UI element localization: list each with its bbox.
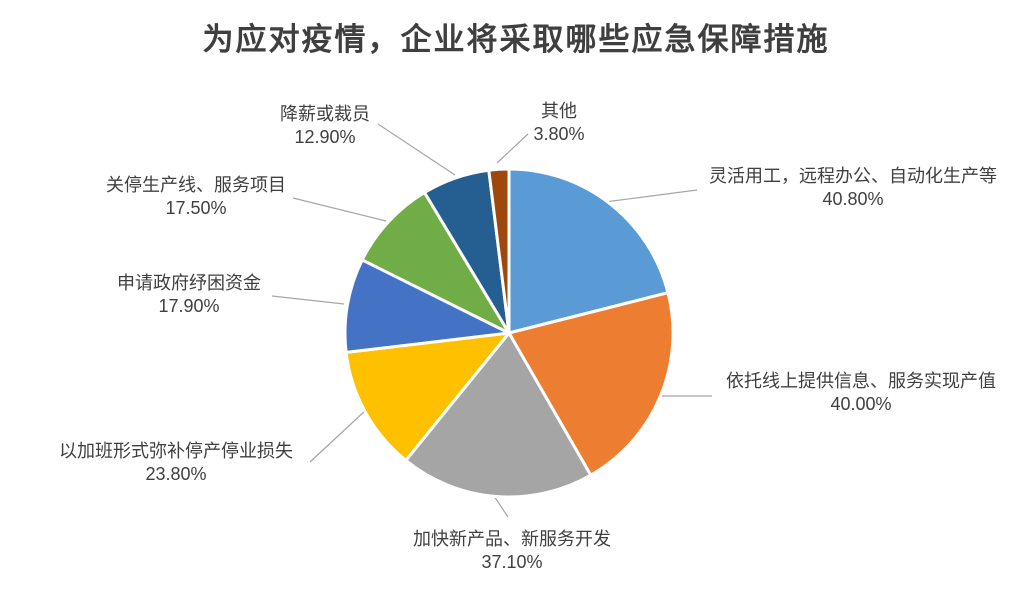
- leader-line-shutdown: [292, 197, 387, 222]
- slice-label-paycut-layoffs: 降薪或裁员 12.90%: [280, 103, 370, 149]
- slice-label-percent: 3.80%: [533, 124, 585, 144]
- chart-title: 为应对疫情，企业将采取哪些应急保障措施: [202, 22, 830, 57]
- slice-label-percent: 40.80%: [822, 189, 884, 209]
- slice-label-overtime: 以加班形式弥补停产停业损失 23.80%: [59, 440, 293, 486]
- leader-line-gov-funds: [271, 295, 345, 305]
- slice-label-text: 其他: [540, 101, 577, 121]
- slice-label-online-services: 依托线上提供信息、服务实现产值 40.00%: [726, 370, 996, 416]
- pie-slice-5: [360, 191, 511, 335]
- slice-label-new-products: 加快新产品、新服务开发 37.10%: [413, 528, 611, 574]
- slice-label-percent: 17.90%: [158, 296, 220, 316]
- slice-label-text: 灵活用工，远程办公、自动化生产等: [709, 166, 997, 186]
- slice-label-percent: 17.50%: [165, 198, 227, 218]
- slice-label-text: 以加班形式弥补停产停业损失: [59, 441, 293, 461]
- slice-label-text: 关停生产线、服务项目: [106, 175, 286, 195]
- pie-slice-1: [507, 291, 675, 477]
- leader-line-paycut-layoffs: [377, 123, 456, 176]
- leader-line-other: [496, 133, 529, 164]
- slice-label-percent: 37.10%: [481, 552, 543, 572]
- slice-label-flexible-work: 灵活用工，远程办公、自动化生产等 40.80%: [709, 165, 997, 211]
- slice-label-percent: 40.00%: [830, 394, 892, 414]
- pie-slice-2: [404, 331, 593, 499]
- pie-slice-0: [507, 167, 670, 335]
- slice-label-text: 加快新产品、新服务开发: [413, 529, 611, 549]
- leader-line-flexible-work: [604, 189, 698, 203]
- pie-slice-3: [344, 331, 511, 462]
- slice-label-percent: 23.80%: [145, 464, 207, 484]
- slice-label-text: 申请政府纾困资金: [117, 273, 261, 293]
- pie: [343, 167, 675, 499]
- slice-label-text: 降薪或裁员: [280, 104, 370, 124]
- slice-label-other: 其他 3.80%: [533, 100, 584, 146]
- pie-slice-4: [343, 258, 511, 354]
- pie-slice-7: [487, 167, 511, 335]
- slice-label-gov-funds: 申请政府纾困资金 17.90%: [117, 272, 261, 318]
- slice-label-percent: 12.90%: [294, 127, 356, 147]
- leader-line-overtime: [309, 409, 367, 463]
- slice-label-text: 依托线上提供信息、服务实现产值: [726, 371, 996, 391]
- slice-label-shutdown: 关停生产线、服务项目 17.50%: [106, 174, 286, 220]
